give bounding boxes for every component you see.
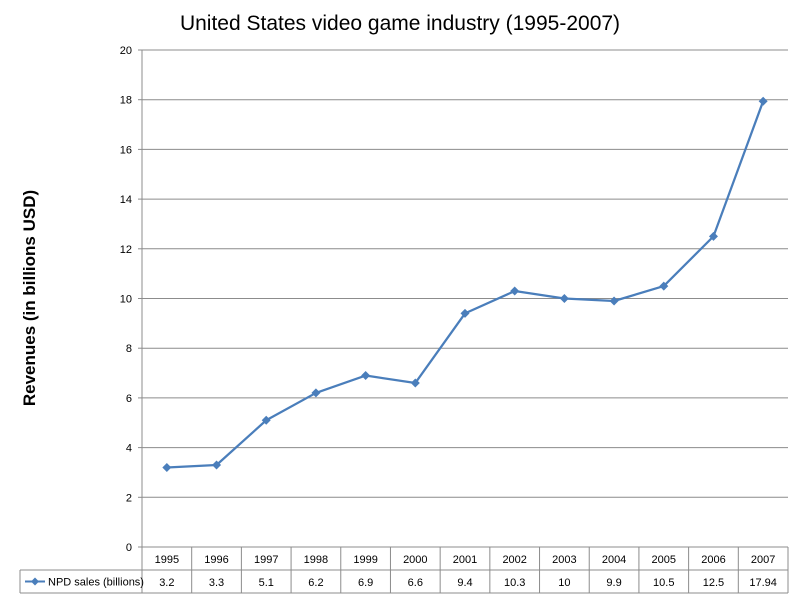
data-point [311, 388, 321, 398]
data-point [212, 460, 222, 470]
x-tick-label: 1996 [204, 554, 228, 566]
data-point [708, 231, 718, 241]
data-point [659, 281, 669, 291]
x-tick-label: 2004 [602, 554, 626, 566]
data-label: 17.94 [749, 577, 777, 589]
data-label: 6.9 [358, 577, 373, 589]
data-point [758, 96, 768, 106]
data-label: 10 [558, 577, 570, 589]
data-label: 10.5 [653, 577, 674, 589]
y-tick-label: 20 [120, 45, 132, 57]
data-label: 9.4 [457, 577, 472, 589]
chart-title: United States video game industry (1995-… [180, 12, 620, 35]
data-point [410, 378, 420, 388]
data-point [261, 415, 271, 425]
x-tick-label: 2000 [403, 554, 427, 566]
data-point [162, 462, 172, 472]
y-tick-label: 2 [126, 492, 132, 504]
y-tick-label: 12 [120, 244, 132, 256]
data-point [460, 308, 470, 318]
data-label: 9.9 [606, 577, 621, 589]
data-label: 6.6 [408, 577, 423, 589]
data-label: 3.2 [159, 577, 174, 589]
x-tick-label: 2001 [453, 554, 477, 566]
y-axis-label: Revenues (in billions USD) [20, 190, 39, 406]
data-point [361, 371, 371, 381]
series-line [166, 100, 765, 469]
data-point [609, 296, 619, 306]
series-line-group [162, 96, 768, 472]
y-tick-label: 4 [126, 443, 132, 455]
y-tick-label: 18 [120, 95, 132, 107]
y-tick-label: 16 [120, 144, 132, 156]
x-tick-label: 1997 [254, 554, 278, 566]
gridlines [141, 49, 788, 548]
data-label: 5.1 [259, 577, 274, 589]
x-tick-label: 2002 [502, 554, 526, 566]
y-tick-label: 10 [120, 294, 132, 306]
legend-entry: NPD sales (billions) [48, 577, 144, 589]
x-tick-label: 2003 [552, 554, 576, 566]
y-axis-ticks: 0 2 4 6 8 10 12 14 16 18 20 [120, 45, 142, 554]
data-label: 6.2 [308, 577, 323, 589]
y-tick-label: 14 [120, 194, 132, 206]
y-tick-label: 0 [126, 542, 132, 554]
data-table: 1995 3.2 1996 3.3 1997 5.1 1998 6.2 1999 6.9 2000 6… [19, 547, 789, 594]
x-tick-label: 1998 [304, 554, 328, 566]
x-tick-label: 1999 [353, 554, 377, 566]
x-tick-label: 2007 [751, 554, 775, 566]
y-tick-label: 6 [126, 393, 132, 405]
x-tick-label: 1995 [155, 554, 179, 566]
legend-diamond-marker [31, 577, 39, 586]
data-point [559, 294, 569, 303]
data-point [510, 286, 520, 296]
data-label: 10.3 [504, 577, 525, 589]
y-tick-label: 8 [126, 343, 132, 355]
data-label: 12.5 [703, 577, 724, 589]
x-tick-label: 2006 [701, 554, 725, 566]
x-tick-label: 2005 [652, 554, 676, 566]
data-label: 3.3 [209, 577, 224, 589]
